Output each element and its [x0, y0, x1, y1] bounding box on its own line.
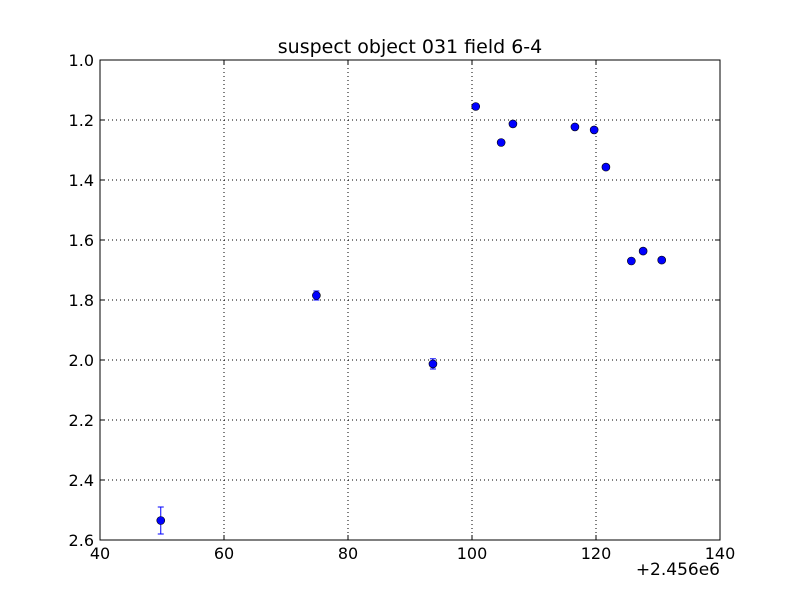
x-tick-label: 80 — [338, 544, 358, 563]
plot-area — [99, 59, 721, 541]
x-tick-label: 100 — [457, 544, 488, 563]
x-offset-label: +2.456e6 — [636, 560, 720, 580]
x-tick-label: 40 — [90, 544, 110, 563]
y-tick-label: 2.4 — [69, 471, 94, 490]
grid — [100, 60, 720, 540]
axes-frame — [99, 59, 721, 541]
data-markers — [156, 102, 667, 525]
chart-title: suspect object 031 field 6-4 — [278, 36, 543, 58]
data-point — [471, 102, 481, 111]
data-point — [428, 359, 438, 369]
data-point — [589, 125, 599, 135]
x-tick-labels: 40 60 80 100 120 140 — [90, 544, 735, 563]
y-tick-label: 1.0 — [69, 51, 94, 70]
y-tick-label: 2.6 — [69, 531, 94, 550]
data-point — [657, 255, 667, 265]
y-tick-label: 1.2 — [69, 111, 94, 130]
y-tick-label: 1.6 — [69, 231, 94, 250]
data-point — [638, 246, 648, 256]
x-tick-label: 60 — [214, 544, 234, 563]
y-tick-label: 1.8 — [69, 291, 94, 310]
x-tick-label: 140 — [705, 544, 736, 563]
y-tick-label: 2.0 — [69, 351, 94, 370]
data-point — [627, 256, 636, 266]
data-point — [570, 122, 580, 132]
data-point — [508, 119, 518, 129]
data-point — [601, 162, 611, 172]
y-tick-labels: 1.0 1.2 1.4 1.6 1.8 2.0 2.2 2.4 2.6 — [69, 51, 94, 550]
data-point — [156, 516, 166, 525]
data-point — [496, 138, 506, 147]
y-tick-label: 2.2 — [69, 411, 94, 430]
data-point — [312, 291, 321, 300]
y-tick-label: 1.4 — [69, 171, 94, 190]
x-tick-label: 120 — [581, 544, 612, 563]
